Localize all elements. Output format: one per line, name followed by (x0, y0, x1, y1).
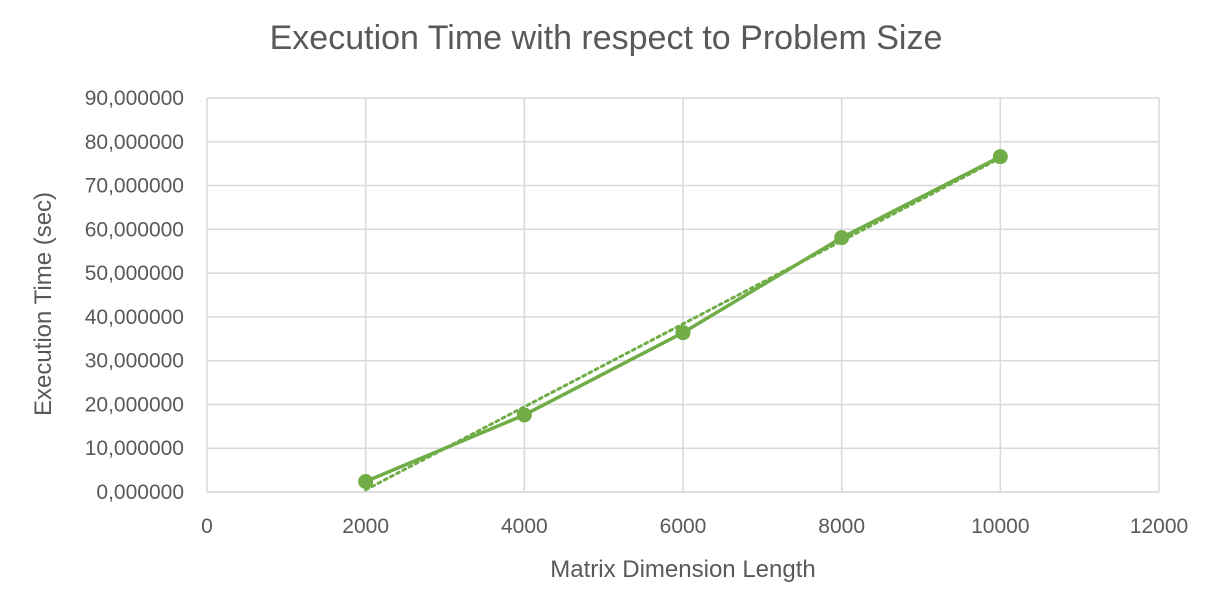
data-point (358, 473, 374, 489)
y-tick-label: 30,000000 (85, 350, 184, 373)
y-tick-label: 0,000000 (96, 481, 184, 504)
data-point (675, 325, 691, 341)
x-tick-label: 0 (201, 515, 213, 538)
x-tick-label: 4000 (501, 515, 548, 538)
x-tick-label: 12000 (1130, 515, 1188, 538)
y-tick-label: 20,000000 (85, 393, 184, 416)
chart-title: Execution Time with respect to Problem S… (270, 19, 943, 57)
x-tick-label: 6000 (660, 515, 707, 538)
data-point (992, 149, 1008, 165)
y-tick-label: 60,000000 (85, 218, 184, 241)
trendline-layer (364, 156, 1002, 492)
tick-label-layer: 0,000000 10,000000 20,000000 30,000000 40,00… (85, 87, 1188, 538)
y-tick-label: 10,000000 (85, 437, 184, 460)
grid-layer (206, 97, 1160, 493)
linear-trendline (364, 156, 1002, 492)
x-tick-label: 2000 (342, 515, 389, 538)
y-tick-label: 70,000000 (85, 175, 184, 198)
y-tick-label: 80,000000 (85, 131, 184, 154)
y-tick-label: 90,000000 (85, 87, 184, 110)
series-layer (358, 149, 1008, 489)
x-tick-label: 10000 (971, 515, 1029, 538)
y-axis-title: Execution Time (sec) (30, 192, 57, 416)
data-point (834, 230, 850, 246)
x-tick-label: 8000 (818, 515, 865, 538)
x-axis-title: Matrix Dimension Length (550, 556, 815, 583)
y-tick-label: 40,000000 (85, 306, 184, 329)
data-point (516, 407, 532, 423)
y-tick-label: 50,000000 (85, 262, 184, 285)
